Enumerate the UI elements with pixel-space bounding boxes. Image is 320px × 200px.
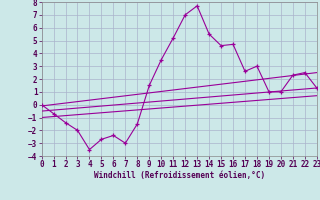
X-axis label: Windchill (Refroidissement éolien,°C): Windchill (Refroidissement éolien,°C)	[94, 171, 265, 180]
